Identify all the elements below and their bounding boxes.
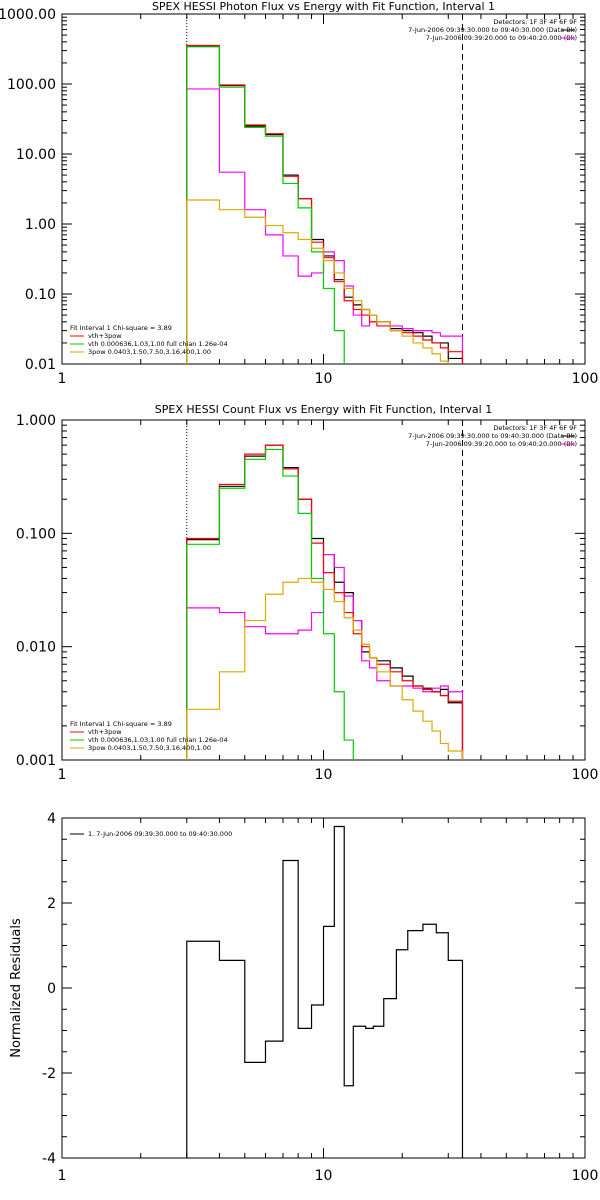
series-line-2 — [186, 44, 464, 364]
x-tick-label: 10 — [315, 371, 333, 387]
legend-title: Fit Interval 1 Chi-square = 3.89 — [70, 324, 172, 332]
header-line: 7-Jun-2006 09:39:30.000 to 09:40:30.000 … — [408, 432, 577, 440]
y-tick-label: 0 — [47, 981, 56, 997]
y-axis-label: Normalized Residuals — [9, 918, 24, 1058]
x-tick-label: 100 — [572, 371, 599, 387]
x-tick-label: 1 — [58, 767, 67, 783]
x-tick-label: 100 — [572, 1168, 599, 1184]
y-tick-label: 1.00 — [25, 217, 56, 233]
photon-flux-panel: SPEX HESSI Photon Flux vs Energy with Fi… — [0, 0, 599, 387]
header-line: Detectors: 1F 3F 4F 6F 9F — [493, 18, 577, 26]
y-tick-label: 1000.00 — [0, 7, 56, 23]
y-tick-label: 0.100 — [16, 526, 56, 542]
series-line-4 — [186, 577, 464, 760]
legend-label: vth 0.000636,1.03,1.00 full chian 1.26e-… — [88, 340, 228, 348]
series-line-3 — [186, 46, 345, 364]
legend-label: 3pow 0.0403,1.50,7.50,3.16,400,1.00 — [88, 348, 211, 356]
y-tick-label: 1.000 — [16, 413, 56, 429]
header-line: 7-Jun-2006 09:39:20.000 to 09:40:20.000 … — [426, 34, 577, 42]
legend-label: 3pow 0.0403,1.50,7.50,3.16,400,1.00 — [88, 744, 211, 752]
y-tick-label: 4 — [47, 811, 56, 827]
legend-label: 1. 7-Jun-2006 09:39:30.000 to 09:40:30.0… — [88, 830, 232, 838]
header-line: 7-Jun-2006 09:39:20.000 to 09:40:20.000 … — [426, 440, 577, 448]
header-line: Detectors: 1F 3F 4F 6F 9F — [493, 424, 577, 432]
y-tick-label: 0.001 — [16, 753, 56, 769]
x-tick-label: 1 — [58, 371, 67, 387]
count-flux-panel: SPEX HESSI Count Flux vs Energy with Fit… — [16, 403, 599, 783]
legend-label: vth+3pow — [88, 332, 122, 340]
x-tick-label: 10 — [315, 1168, 333, 1184]
y-tick-label: -4 — [42, 1151, 56, 1167]
series-line-3 — [186, 448, 354, 760]
series-line-0 — [186, 825, 464, 1158]
y-tick-label: 100.00 — [7, 77, 56, 93]
series-line-2 — [186, 444, 464, 760]
series-line-4 — [186, 199, 449, 364]
legend-title: Fit Interval 1 Chi-square = 3.89 — [70, 720, 172, 728]
chart-title: SPEX HESSI Count Flux vs Energy with Fit… — [155, 403, 492, 416]
x-tick-label: 10 — [315, 767, 333, 783]
y-tick-label: 0.10 — [25, 287, 56, 303]
plot-frame — [61, 13, 586, 365]
y-tick-label: 2 — [47, 896, 56, 912]
y-tick-label: 0.010 — [16, 640, 56, 656]
series-line-0 — [186, 444, 464, 760]
legend-label: vth 0.000636,1.03,1.00 full chian 1.26e-… — [88, 736, 228, 744]
header-line: 7-Jun-2006 09:39:30.000 to 09:40:30.000 … — [408, 26, 577, 34]
series-line-1 — [186, 88, 464, 364]
y-tick-label: -2 — [42, 1066, 56, 1082]
x-tick-label: 100 — [572, 767, 599, 783]
y-tick-label: 0.01 — [25, 357, 56, 373]
x-tick-label: 1 — [58, 1168, 67, 1184]
chart-title: SPEX HESSI Photon Flux vs Energy with Fi… — [152, 0, 495, 13]
y-tick-label: 10.00 — [16, 147, 56, 163]
residuals-panel: 1 10 100 -4 -2 0 2 4 Normalized Residuals 1. 7-Ju… — [9, 811, 599, 1184]
legend-label: vth+3pow — [88, 728, 122, 736]
